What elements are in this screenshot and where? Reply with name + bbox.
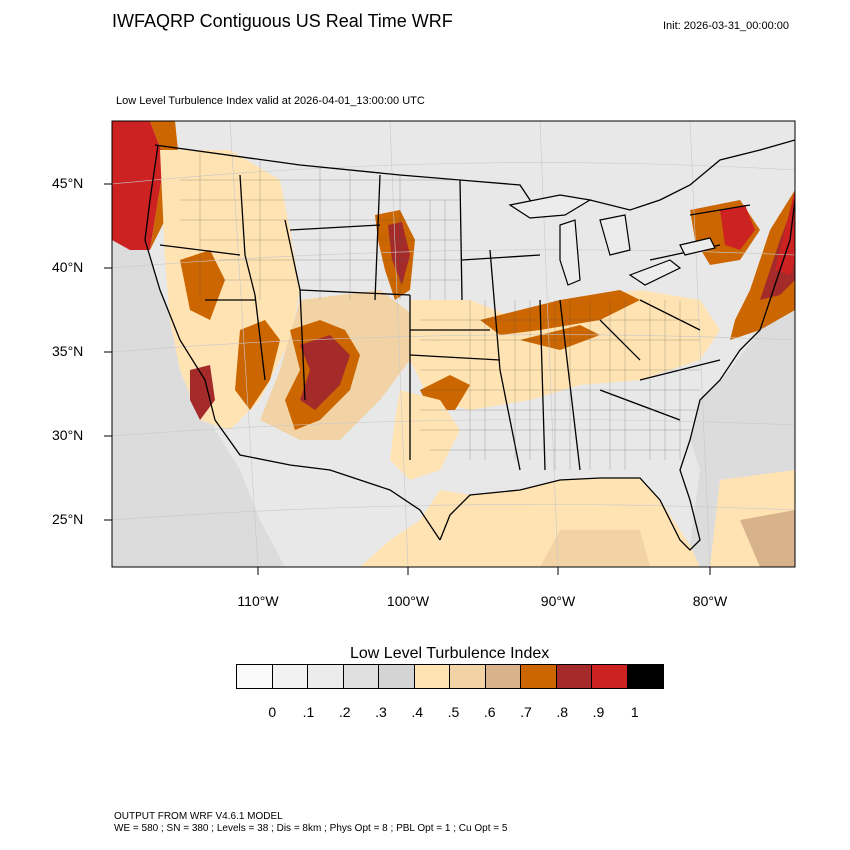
lat-label-35n: 35°N [52,343,84,359]
lat-label-25n: 25°N [52,511,84,527]
colorbar-cell [308,665,344,688]
colorbar-cell [414,665,450,688]
lon-label-110w: 110°W [237,593,279,609]
colorbar-title: Low Level Turbulence Index [350,645,550,662]
colorbar-cell [521,665,557,688]
arizona-orange [235,320,280,410]
pacific-northwest-red [112,121,165,250]
texas-tan-field [390,390,460,480]
colorbar-tick-label: .4 [411,704,424,720]
gulf-shade [540,530,650,567]
northeast-turbulence-orange [730,190,795,340]
colorbar-tick-label: .2 [338,704,351,720]
colorbar-cell [627,665,663,688]
ohio-valley-orange-2 [520,325,600,350]
colorbar-tick-label: .6 [483,704,496,720]
field-valid-time-label: Low Level Turbulence Index valid at 2026… [116,95,425,107]
map-title: IWFAQRP Contiguous US Real Time WRF [112,11,453,31]
lon-label-90w: 90°W [540,593,576,609]
northeast-turbulence-red [775,190,795,275]
lat-label-30n: 30°N [52,427,84,443]
atlantic-dark-shade [740,510,795,567]
init-time-label: Init: 2026-03-31_00:00:00 [663,20,789,32]
colorbar-tick-label: .7 [520,704,532,720]
colorbar-cell [272,665,308,688]
model-info-line: OUTPUT FROM WRF V4.6.1 MODEL [114,811,283,822]
california-desert-brown [190,365,215,420]
four-corners-brown [300,335,350,410]
lon-label-100w: 100°W [386,593,430,609]
colorbar-cell [485,665,521,688]
axis-ticks [104,183,711,575]
state-borders [144,139,795,551]
colorbar-tick-label: .3 [375,704,387,720]
new-england-red [720,205,755,250]
colorbar-tick-label: .8 [556,704,569,720]
colorbar-tick-label: .1 [302,704,315,720]
great-basin-orange [180,250,225,320]
black-hills-brown [388,222,410,285]
county-lines [180,150,700,470]
pacific-ocean [112,121,285,567]
lat-label-40n: 40°N [52,259,84,275]
colorbar-cell [450,665,486,688]
ohio-valley-orange [480,290,640,335]
colorbar-tick-label: 0 [268,704,277,720]
model-config-line: WE = 580 ; SN = 380 ; Levels = 38 ; Dis … [114,823,508,834]
colorbar-cell [556,665,592,688]
colorbar-cell [237,665,273,688]
lon-label-80w: 80°W [692,593,728,609]
colorbar-cell [592,665,628,688]
colorbar-tick-label: .5 [447,704,460,720]
map-frame [111,120,796,568]
colorbar-cell [379,665,415,688]
colorbar-tick-label: 1 [630,704,639,720]
lat-label-45n: 45°N [52,175,84,191]
colorbar-tick-label: .9 [592,704,605,720]
great-lakes [508,194,716,286]
colorbar [236,664,664,689]
colorbar-cell [343,665,379,688]
